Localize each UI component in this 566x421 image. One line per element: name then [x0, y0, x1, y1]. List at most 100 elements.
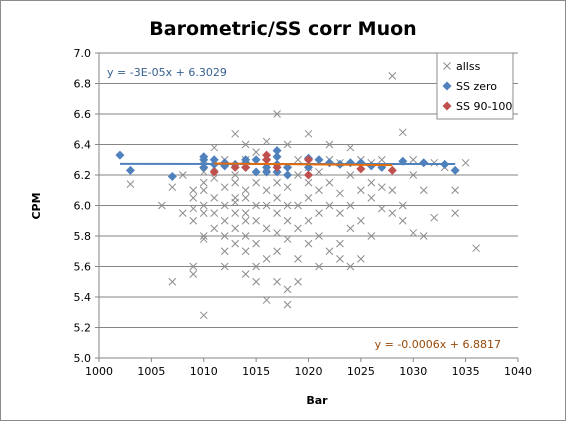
legend-item-ss-90-100: SS 90-100: [442, 100, 512, 113]
point-allss: [231, 198, 240, 207]
x-stroke: [220, 216, 229, 225]
point-ss-90-100: [209, 167, 219, 177]
point-ss-90-100: [304, 155, 313, 165]
point-ss-zero: [251, 167, 261, 177]
x-tick-label: 1020: [295, 365, 323, 378]
x-stroke: [241, 270, 250, 278]
point-allss: [262, 137, 271, 146]
x-stroke: [231, 224, 240, 233]
x-stroke: [283, 201, 292, 210]
point-allss: [252, 201, 260, 210]
point-allss: [294, 224, 302, 233]
point-allss: [220, 232, 229, 240]
legend-label-ss-zero: SS zero: [456, 80, 497, 93]
point-ss-zero: [199, 152, 209, 162]
x-stroke: [377, 183, 386, 192]
x-stroke: [273, 247, 281, 256]
point-ss-90-100: [356, 164, 366, 174]
x-stroke: [388, 209, 397, 217]
x-stroke: [199, 232, 208, 240]
x-stroke: [262, 137, 271, 146]
x-stroke: [231, 239, 240, 248]
point-allss: [419, 232, 428, 240]
x-stroke: [273, 229, 281, 237]
point-allss: [304, 129, 313, 138]
point-allss: [252, 178, 260, 187]
y-tick-label: 5.0: [74, 352, 92, 365]
point-allss: [304, 239, 313, 248]
x-axis-title: Bar: [306, 394, 328, 407]
point-allss: [220, 201, 229, 210]
point-allss: [357, 186, 365, 195]
legend: allss SS zero SS 90-100: [436, 52, 514, 120]
point-allss: [336, 189, 344, 198]
x-stroke: [336, 189, 344, 198]
y-axis-title: CPM: [30, 192, 43, 219]
x-stroke: [220, 232, 229, 240]
x-stroke: [157, 201, 166, 210]
x-stroke: [220, 201, 229, 210]
x-stroke: [443, 62, 451, 70]
trendline-equation-ss-zero: y = -3E-05x + 6.3029: [107, 66, 227, 79]
x-stroke: [241, 140, 250, 149]
legend-item-ss-zero: SS zero: [442, 80, 497, 93]
x-stroke: [325, 247, 334, 256]
point-allss: [210, 194, 219, 202]
x-stroke: [189, 204, 198, 213]
point-allss: [283, 216, 292, 225]
point-allss: [252, 239, 260, 248]
x-stroke: [419, 232, 428, 240]
point-allss: [451, 209, 460, 217]
x-stroke: [315, 232, 323, 240]
x-stroke: [377, 155, 386, 164]
x-stroke: [252, 277, 260, 286]
x-stroke: [336, 209, 344, 217]
x-tick-label: 1025: [347, 365, 375, 378]
point-allss: [241, 216, 250, 225]
point-allss: [283, 235, 292, 243]
point-allss: [231, 171, 240, 179]
point-allss: [398, 201, 407, 210]
x-stroke: [252, 201, 260, 210]
point-allss: [283, 300, 292, 309]
point-allss: [294, 171, 302, 179]
point-allss: [336, 209, 344, 217]
point-allss: [461, 158, 470, 167]
point-ss-zero: [419, 158, 429, 168]
x-stroke: [168, 183, 177, 192]
point-ss-zero: [167, 172, 177, 182]
point-allss: [419, 186, 428, 195]
x-stroke: [252, 178, 260, 187]
point-ss-zero: [209, 155, 219, 165]
x-stroke: [451, 209, 460, 217]
x-stroke: [315, 186, 323, 195]
series-ss-90-100: [209, 150, 397, 180]
x-stroke: [304, 129, 313, 138]
x-stroke: [273, 194, 281, 202]
x-tick-label: 1030: [399, 365, 427, 378]
point-allss: [315, 232, 323, 240]
point-allss: [336, 239, 344, 248]
y-axis-ticks: 5.0 5.2 5.4 5.6 5.8 6.0 6.2 6.4 6.6 6.8 7.0: [74, 47, 99, 365]
point-allss: [294, 255, 302, 263]
point-ss-zero: [272, 167, 282, 177]
legend-label-allss: allss: [456, 60, 481, 73]
point-ss-zero: [324, 158, 334, 168]
x-stroke: [241, 209, 250, 217]
point-allss: [315, 262, 323, 271]
x-stroke: [430, 213, 439, 222]
point-allss: [336, 255, 344, 263]
x-stroke: [220, 262, 229, 271]
point-allss: [220, 183, 229, 192]
point-ss-zero: [125, 165, 135, 175]
x-stroke: [252, 148, 260, 156]
trendline-equation-ss-90-100: y = -0.0006x + 6.8817: [375, 338, 501, 351]
y-tick-label: 6.8: [74, 78, 92, 91]
legend-marker-ss-90-100: [442, 101, 452, 111]
x-stroke: [262, 186, 271, 195]
x-stroke: [367, 232, 376, 240]
x-stroke: [262, 201, 271, 210]
point-allss: [294, 277, 302, 286]
point-allss: [210, 143, 219, 152]
